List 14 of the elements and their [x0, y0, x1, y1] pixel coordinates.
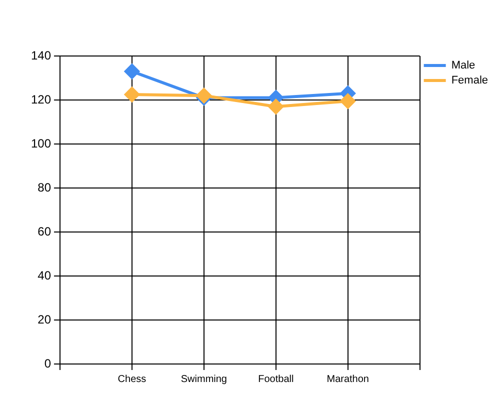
x-tick-label: Marathon [326, 374, 369, 385]
y-tick-label: 20 [38, 312, 52, 326]
y-tick-label: 140 [30, 48, 52, 62]
x-tick-label: Chess [118, 374, 146, 385]
x-tick-label: Football [258, 374, 294, 385]
legend-label: Female [451, 74, 488, 87]
y-tick-label: 0 [44, 356, 52, 370]
legend-label: Male [451, 60, 476, 72]
y-tick-label: 60 [38, 224, 52, 238]
y-tick-label: 40 [38, 268, 52, 282]
y-tick-label: 80 [38, 180, 52, 194]
y-tick-label: 100 [30, 136, 52, 150]
y-tick-label: 120 [30, 92, 52, 106]
x-tick-label: Swimming [180, 374, 228, 385]
